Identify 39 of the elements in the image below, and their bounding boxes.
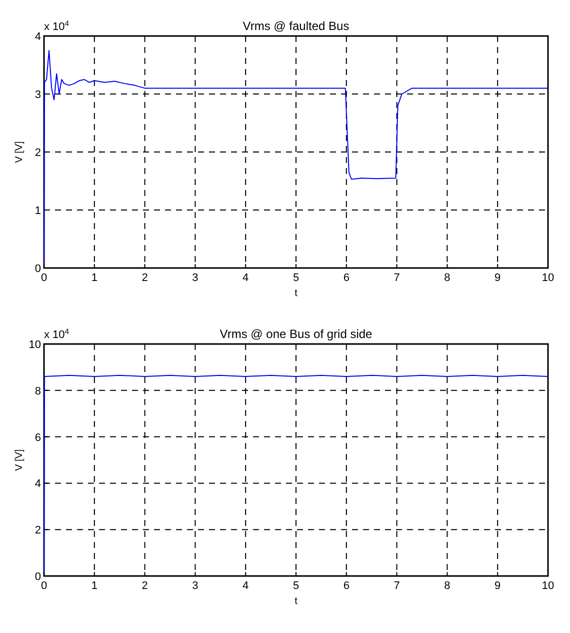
x-tick-label: 1 bbox=[91, 580, 98, 592]
y-tick-label: 4 bbox=[34, 478, 41, 490]
y-axis-title: V [V] bbox=[14, 140, 25, 163]
y-tick-label: 8 bbox=[34, 385, 41, 398]
x-tick-label: 5 bbox=[292, 272, 300, 284]
x-axis-title: t bbox=[294, 288, 298, 299]
y-axis-title: V [V] bbox=[14, 448, 25, 471]
x-tick-label: 4 bbox=[242, 272, 249, 284]
x-tick-label: 7 bbox=[394, 580, 400, 592]
x-tick-label: 2 bbox=[142, 272, 148, 284]
x-tick-label: 6 bbox=[343, 580, 350, 592]
y-tick-label: 1 bbox=[34, 205, 41, 217]
text: x 10$^{4}$ bbox=[44, 18, 70, 33]
x-tick-label: 10 bbox=[542, 580, 554, 592]
x-tick-label: 3 bbox=[192, 272, 198, 284]
x-tick-label: 1 bbox=[91, 272, 98, 284]
x-tick-label: 10 bbox=[542, 272, 554, 284]
y-tick-label: 0 bbox=[34, 571, 41, 583]
x-tick-label: 8 bbox=[444, 580, 450, 592]
x-axis-title: t bbox=[294, 596, 298, 607]
x-tick-label: 3 bbox=[192, 580, 198, 592]
y-tick-label: 2 bbox=[34, 147, 41, 159]
y-tick-label: 6 bbox=[34, 432, 41, 444]
x-tick-label: 6 bbox=[343, 272, 350, 284]
x-tick-label: 7 bbox=[394, 272, 400, 284]
text: x 10$^{4}$ bbox=[44, 326, 70, 341]
x-tick-label: 9 bbox=[494, 272, 501, 284]
y-tick-label: 0 bbox=[34, 263, 41, 275]
x-tick-label: 8 bbox=[444, 272, 450, 284]
x-tick-label: 2 bbox=[142, 580, 148, 592]
x-tick-label: 4 bbox=[242, 580, 249, 592]
y-tick-label: 2 bbox=[34, 524, 41, 537]
y-tick-label: 3 bbox=[34, 89, 41, 101]
chart-title: Vrms @ faulted Bus bbox=[242, 19, 350, 33]
y-tick-label: 4 bbox=[34, 31, 41, 43]
chart-title: Vrms @ one Bus of grid side bbox=[220, 327, 373, 341]
y-tick-label: 10 bbox=[28, 339, 41, 351]
x-tick-label: 5 bbox=[292, 580, 300, 592]
x-tick-label: 9 bbox=[494, 580, 501, 592]
